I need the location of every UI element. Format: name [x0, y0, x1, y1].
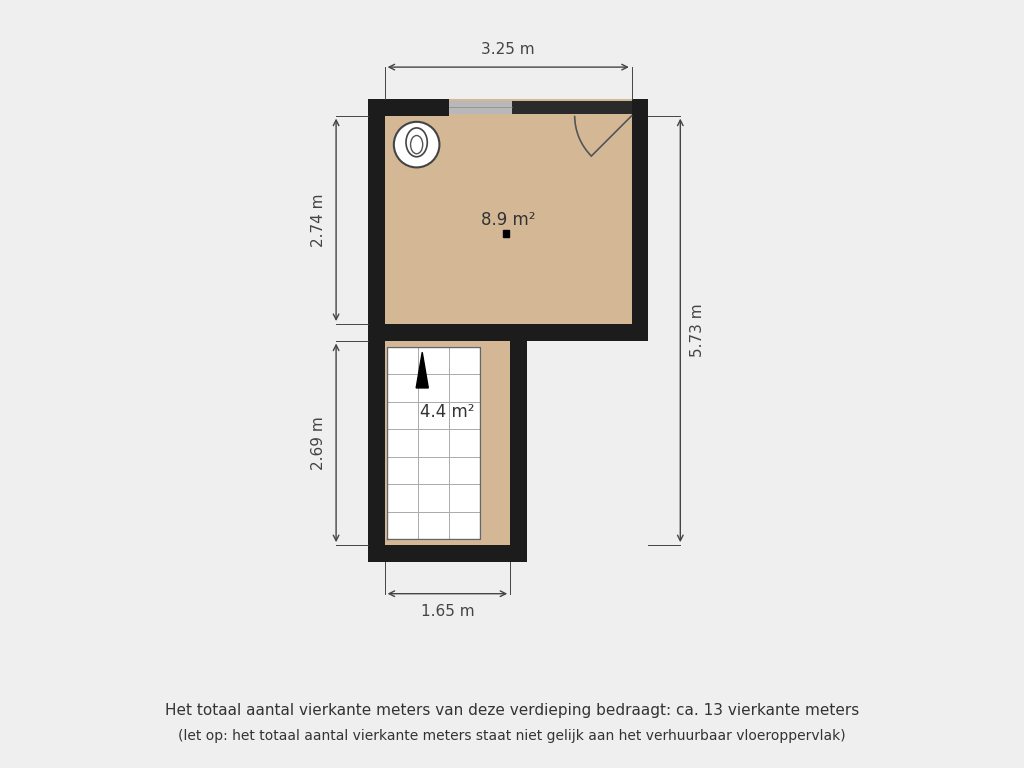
Text: 2.74 m: 2.74 m — [311, 193, 327, 247]
Polygon shape — [416, 353, 428, 388]
Polygon shape — [512, 101, 632, 114]
Text: 1.65 m: 1.65 m — [421, 604, 474, 618]
Polygon shape — [450, 99, 632, 116]
Circle shape — [394, 122, 439, 167]
Text: 3.25 m: 3.25 m — [481, 42, 535, 58]
Text: 5.73 m: 5.73 m — [690, 303, 706, 357]
Text: (let op: het totaal aantal vierkante meters staat niet gelijk aan het verhuurbaa: (let op: het totaal aantal vierkante met… — [178, 729, 846, 743]
Text: Het totaal aantal vierkante meters van deze verdieping bedraagt: ca. 13 vierkant: Het totaal aantal vierkante meters van d… — [165, 703, 859, 718]
Text: 2.69 m: 2.69 m — [311, 416, 327, 470]
Text: 8.9 m²: 8.9 m² — [481, 211, 536, 229]
Polygon shape — [385, 116, 632, 324]
Polygon shape — [450, 101, 512, 114]
Polygon shape — [387, 346, 479, 539]
Polygon shape — [503, 230, 509, 237]
Polygon shape — [368, 99, 648, 561]
Text: 4.4 m²: 4.4 m² — [420, 403, 475, 421]
Polygon shape — [385, 341, 510, 545]
